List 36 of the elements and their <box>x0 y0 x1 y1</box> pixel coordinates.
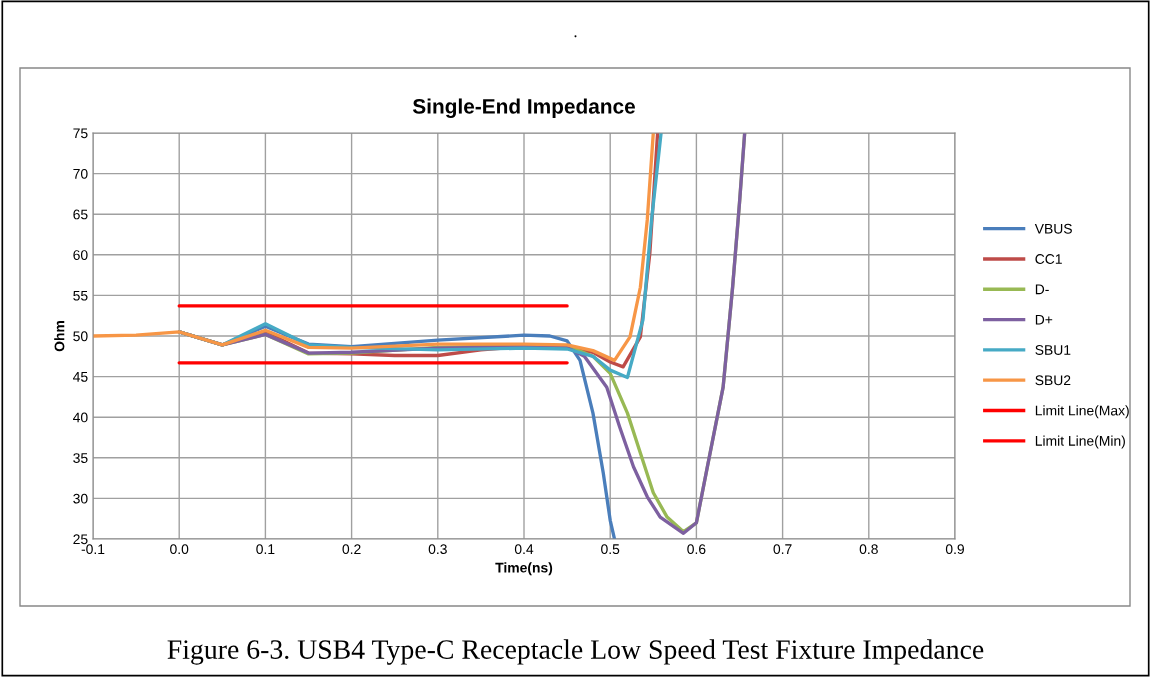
y-tick-label: 60 <box>73 250 88 260</box>
x-tick-label: 0.2 <box>342 544 361 555</box>
x-tick-label: 0.6 <box>687 544 706 555</box>
caption: Figure 6-3. USB4 Type-C Receptacle Low Speed Test Fixture Impedance <box>167 639 984 665</box>
x-tick-label: 0.7 <box>773 544 792 555</box>
line-series <box>93 133 655 363</box>
x-tick-label: 0.3 <box>428 544 447 555</box>
x-tick-label: -0.1 <box>81 544 105 555</box>
y-tick-label: 70 <box>73 168 88 179</box>
y-tick-label: 30 <box>73 493 88 504</box>
y-tick-label: 75 <box>73 128 88 139</box>
y-tick-label: 25 <box>73 534 88 545</box>
y-tick-label: 55 <box>73 290 88 301</box>
x-tick-label: 0.1 <box>256 544 275 555</box>
y-axis-title: Ohm <box>54 321 65 352</box>
x-tick-label: 0.0 <box>170 544 189 555</box>
legend-label: D- <box>1035 284 1049 295</box>
y-tick-label: 35 <box>73 453 88 463</box>
x-axis-title: Time(ns) <box>495 562 553 576</box>
x-tick-label: 0.8 <box>859 544 878 555</box>
y-tick-label: 40 <box>73 412 88 423</box>
legend-label: D+ <box>1035 314 1053 325</box>
chart-title: Single-End Impedance <box>412 98 636 118</box>
y-tick-label: 45 <box>73 372 88 382</box>
x-tick-label: 0.5 <box>601 544 620 555</box>
y-tick-label: 65 <box>73 209 88 220</box>
x-tick-label: 0.4 <box>514 544 534 555</box>
text: . <box>574 35 577 38</box>
x-tick-label: 0.9 <box>945 544 964 555</box>
legend-label: SBU1 <box>1035 345 1071 355</box>
legend-label: CC1 <box>1035 254 1062 264</box>
legend-label: SBU2 <box>1035 375 1071 386</box>
legend-label: VBUS <box>1034 223 1072 234</box>
legend-label: Limit Line(Min) <box>1035 435 1125 449</box>
legend-label: Limit Line(Max) <box>1035 405 1129 419</box>
y-tick-label: 50 <box>73 331 88 342</box>
